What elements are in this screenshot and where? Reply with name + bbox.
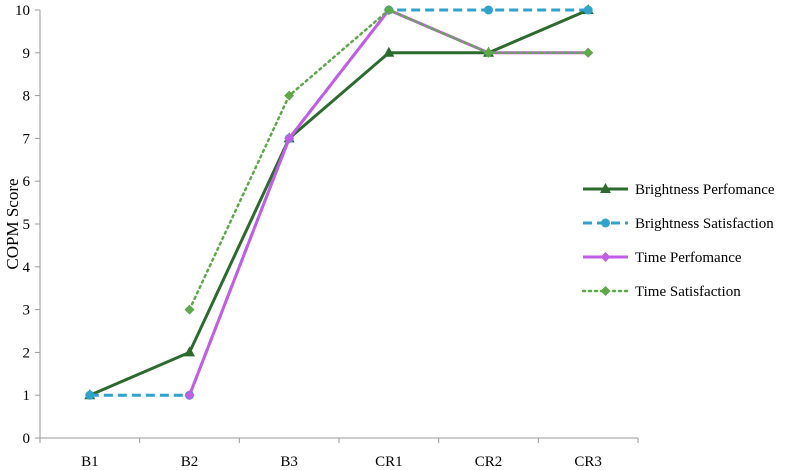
data-point bbox=[184, 346, 195, 357]
y-tick-label: 5 bbox=[23, 217, 31, 233]
series-line bbox=[188, 8, 589, 396]
series-0 bbox=[84, 4, 594, 400]
data-point bbox=[484, 5, 493, 15]
legend-item: Time Perfomance bbox=[583, 250, 742, 266]
data-point bbox=[583, 5, 593, 15]
series-1 bbox=[85, 5, 593, 400]
data-point bbox=[284, 133, 295, 144]
x-tick-label: B3 bbox=[280, 454, 298, 470]
axes bbox=[35, 9, 639, 443]
y-tick-label: 1 bbox=[23, 388, 31, 404]
series-2 bbox=[184, 5, 594, 401]
y-tick-label: 0 bbox=[23, 431, 31, 447]
series-line bbox=[89, 8, 589, 397]
y-tick-label: 8 bbox=[23, 89, 31, 105]
y-tick-label: 10 bbox=[15, 3, 30, 19]
y-tick-label: 4 bbox=[23, 260, 31, 276]
y-tick-label: 3 bbox=[23, 303, 31, 319]
y-tick-label: 2 bbox=[23, 345, 31, 361]
y-tick-label: 6 bbox=[23, 174, 31, 190]
x-tick-label: B1 bbox=[81, 454, 99, 470]
data-point bbox=[583, 47, 594, 58]
series-line bbox=[89, 8, 589, 397]
legend-marker bbox=[601, 218, 610, 228]
data-point bbox=[383, 5, 394, 15]
legend-label: Brightness Perfomance bbox=[635, 182, 775, 198]
y-tick-labels: 0 1 2 3 4 5 6 7 8 9 10 bbox=[15, 3, 31, 447]
y-tick-label: 9 bbox=[23, 46, 31, 62]
legend-item: Time Satisfaction bbox=[581, 284, 741, 300]
series-3 bbox=[184, 5, 594, 315]
data-point bbox=[85, 390, 95, 400]
data-point bbox=[184, 390, 195, 401]
x-tick-label: CR2 bbox=[475, 454, 503, 470]
data-point bbox=[184, 304, 195, 315]
y-axis-title: COPM Score bbox=[3, 178, 22, 269]
legend: Brightness Perfomance Brightness Satisfac… bbox=[581, 182, 775, 300]
x-tick-labels: B1 B2 B3 CR1 CR2 CR3 bbox=[81, 454, 602, 470]
legend-item: Brightness Satisfaction bbox=[583, 216, 774, 232]
legend-marker bbox=[600, 286, 611, 296]
x-tick-label: CR1 bbox=[375, 454, 403, 470]
series-group bbox=[84, 4, 594, 401]
legend-marker bbox=[600, 183, 611, 193]
legend-label: Time Satisfaction bbox=[635, 284, 741, 300]
x-tick-label: B2 bbox=[181, 454, 199, 470]
legend-item: Brightness Perfomance bbox=[583, 182, 775, 198]
legend-marker bbox=[600, 252, 611, 262]
legend-label: Brightness Satisfaction bbox=[635, 216, 774, 232]
legend-label: Time Perfomance bbox=[635, 250, 742, 266]
data-point bbox=[284, 90, 295, 101]
x-tick-label: CR3 bbox=[574, 454, 602, 470]
y-tick-label: 7 bbox=[23, 131, 31, 147]
data-point bbox=[383, 46, 395, 57]
data-point bbox=[483, 47, 494, 58]
